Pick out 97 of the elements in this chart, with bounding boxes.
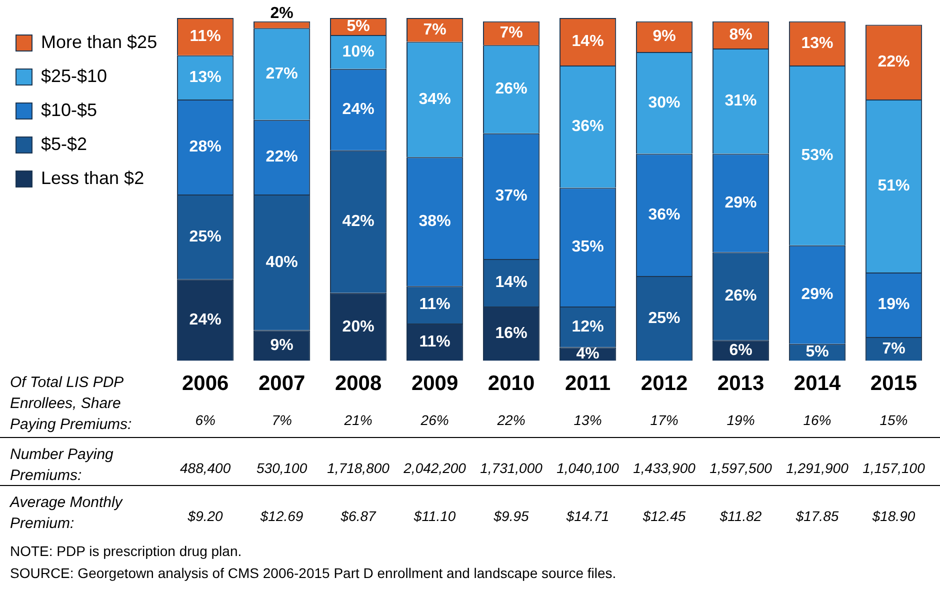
data-label: 29% [801,286,834,304]
data-label: 24% [342,101,374,118]
x-tick-label: 2012 [640,372,688,396]
x-tick-label: 2013 [717,372,764,396]
data-label: 2% [270,4,294,22]
data-label: 36% [648,206,680,224]
data-label: 37% [495,188,528,205]
data-label: 11% [419,334,450,351]
text: 488,400 [179,460,232,476]
legend-label: $10-$5 [41,100,98,120]
legend-label: $25-$10 [41,66,108,86]
data-label: 13% [189,68,222,86]
data-label: 27% [266,65,298,82]
data-label: 53% [801,146,834,164]
data-label: 28% [189,138,222,156]
x-tick-label: 2011 [565,372,611,396]
data-label: 25% [648,310,680,327]
data-label: 36% [572,118,604,136]
x-tick-label: 2009 [411,372,458,396]
text: $6.87 [340,508,378,524]
text: 6% [194,412,216,428]
data-label: 6% [729,342,752,360]
data-label: 16% [495,325,528,342]
data-label: 38% [418,213,451,230]
data-label: 14% [495,274,528,292]
data-label: 5% [346,18,370,35]
data-label: 8% [729,26,752,44]
data-label: 7% [423,21,446,38]
data-label: 24% [189,311,222,328]
data-label: 7% [500,24,523,42]
data-label: 26% [495,80,528,98]
data-label: 19% [878,296,910,314]
data-label: 42% [342,213,374,230]
text: 1,433,900 [632,460,696,476]
text: 7% [270,412,293,428]
text: $11.10 [412,508,457,524]
data-label: 51% [878,177,910,194]
data-label: 31% [724,92,757,110]
text: Number Paying Premiums: [10,445,114,486]
text: Of Total LIS PDP Enrollees, Share Paying Premiums: [10,373,133,435]
text: 1,597,500 [708,460,773,476]
data-label: 12% [572,318,604,336]
text: $11.82 [718,508,763,524]
data-label: 20% [342,318,374,336]
text: 1,718,800 [326,460,390,476]
legend-label: Less than $2 [41,168,144,188]
text: $9.20 [186,508,224,524]
x-tick-label: 2010 [488,372,535,396]
data-label: 30% [648,94,680,112]
data-label: 9% [652,28,676,46]
data-label: 34% [418,90,451,108]
text: 13% [572,412,603,428]
text: 17% [649,412,680,428]
text: Average Monthly Premium: [10,493,124,534]
legend-label: More than $25 [41,32,158,52]
text: $12.45 [642,508,687,524]
text: $12.69 [259,508,304,524]
data-label: 7% [882,340,906,358]
data-label: 5% [806,344,829,361]
text: 1,157,100 [862,460,926,476]
data-label: 14% [572,33,604,50]
data-label: 40% [266,254,298,271]
data-label: 10% [342,43,374,60]
text: 26% [420,412,450,428]
x-tick-label: 2007 [258,372,306,396]
data-label: 22% [878,54,910,71]
data-label: 4% [576,345,600,362]
x-tick-label: 2008 [334,372,382,396]
x-tick-label: 2006 [182,372,229,396]
text: NOTE: PDP is prescription drug plan. [10,542,243,561]
data-label: 11% [419,296,450,314]
text: 19% [726,412,756,428]
text: $14.71 [565,508,610,524]
text: 22% [496,412,526,428]
text: 21% [343,412,374,428]
text: 15% [878,412,909,428]
data-label: 26% [724,288,757,305]
x-tick-label: 2014 [794,372,841,396]
data-label: 29% [724,194,757,212]
data-label: 9% [270,336,294,354]
text: 1,040,100 [556,460,620,476]
text: 530,100 [256,460,308,476]
data-label: 11% [190,28,221,46]
text: $17.85 [794,508,840,524]
x-tick-label: 2015 [870,372,918,396]
data-label: 35% [572,238,604,256]
text: 16% [802,412,832,428]
text: $9.95 [492,508,530,524]
text: 2,042,200 [402,460,467,476]
data-label: 13% [801,34,834,52]
source-note: SOURCE: Georgetown analysis of CMS 2006-2015 Part D enrollment and landscape source files. [10,564,616,583]
text: 1,731,000 [479,460,544,476]
legend-label: $5-$2 [41,134,88,154]
text: $18.90 [871,508,916,524]
data-label: 25% [189,228,222,246]
data-label: 22% [266,148,298,166]
text: 1,291,900 [785,460,850,476]
